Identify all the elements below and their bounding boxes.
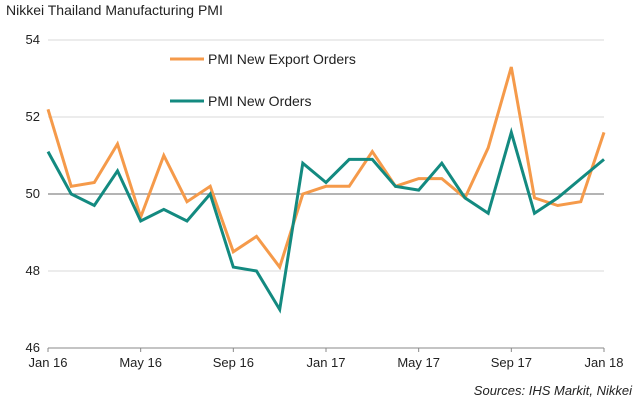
series-line-pmi-new-orders (46, 126, 605, 314)
legend-label: PMI New Export Orders (208, 51, 356, 67)
x-tick-label: May 16 (119, 355, 162, 370)
x-tick-label: Jan 18 (584, 355, 623, 370)
x-tick-label: Sep 17 (491, 355, 532, 370)
y-tick-label: 48 (26, 263, 40, 278)
series-line-pmi-new-export-orders (46, 66, 606, 271)
x-tick-label: Sep 16 (213, 355, 254, 370)
source-note: Sources: IHS Markit, Nikkei (473, 383, 632, 398)
x-tick-label: May 17 (397, 355, 440, 370)
y-tick-label: 46 (26, 340, 40, 355)
y-tick-label: 52 (26, 109, 40, 124)
chart-title: Nikkei Thailand Manufacturing PMI (6, 2, 223, 18)
legend-label: PMI New Orders (208, 93, 311, 109)
x-tick-label: Jan 16 (28, 355, 67, 370)
x-tick-label: Jan 17 (306, 355, 345, 370)
y-tick-label: 50 (26, 186, 40, 201)
y-tick-label: 54 (26, 32, 40, 47)
